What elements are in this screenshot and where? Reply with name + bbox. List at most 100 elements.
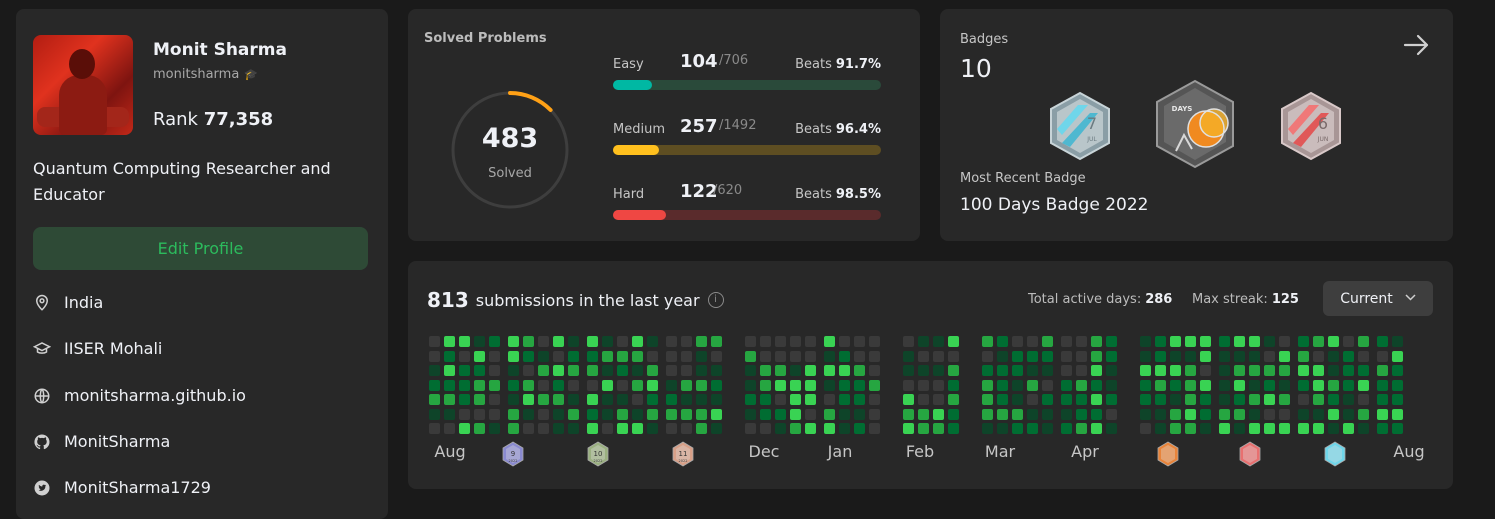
heatmap-cell[interactable] bbox=[1012, 408, 1023, 420]
heatmap-cell[interactable] bbox=[1358, 350, 1369, 362]
heatmap-cell[interactable] bbox=[745, 365, 756, 376]
heatmap-cell[interactable] bbox=[587, 394, 598, 405]
heatmap-cell[interactable] bbox=[933, 394, 944, 405]
heatmap-cell[interactable] bbox=[918, 423, 929, 434]
heatmap-cell[interactable] bbox=[1358, 423, 1369, 434]
heatmap-cell[interactable] bbox=[839, 394, 850, 405]
heatmap-cell[interactable] bbox=[903, 350, 914, 362]
heatmap-cell[interactable] bbox=[790, 350, 801, 362]
heatmap-cell[interactable] bbox=[489, 379, 500, 391]
heatmap-cell[interactable] bbox=[1106, 365, 1117, 376]
heatmap-cell[interactable] bbox=[933, 423, 944, 434]
heatmap-cell[interactable] bbox=[647, 394, 658, 405]
heatmap-cell[interactable] bbox=[553, 365, 564, 376]
website-link[interactable]: monitsharma.github.io bbox=[64, 386, 246, 405]
heatmap-cell[interactable] bbox=[1377, 394, 1388, 405]
heatmap-cell[interactable] bbox=[775, 394, 786, 405]
heatmap-cell[interactable] bbox=[1185, 379, 1196, 391]
heatmap-cell[interactable] bbox=[617, 336, 628, 347]
heatmap-cell[interactable] bbox=[1328, 408, 1339, 420]
heatmap-cell[interactable] bbox=[760, 336, 771, 347]
heatmap-cell[interactable] bbox=[1392, 394, 1403, 405]
heatmap-cell[interactable] bbox=[508, 336, 519, 347]
heatmap-cell[interactable] bbox=[1185, 423, 1196, 434]
heatmap-cell[interactable] bbox=[760, 379, 771, 391]
heatmap-cell[interactable] bbox=[1076, 379, 1087, 391]
heatmap-cell[interactable] bbox=[711, 408, 722, 420]
heatmap-cell[interactable] bbox=[1313, 365, 1324, 376]
heatmap-cell[interactable] bbox=[790, 365, 801, 376]
heatmap-cell[interactable] bbox=[1358, 394, 1369, 405]
heatmap-cell[interactable] bbox=[474, 350, 485, 362]
heatmap-cell[interactable] bbox=[1328, 336, 1339, 347]
heatmap-cell[interactable] bbox=[1106, 423, 1117, 434]
heatmap-cell[interactable] bbox=[508, 394, 519, 405]
heatmap-cell[interactable] bbox=[1298, 365, 1309, 376]
heatmap-cell[interactable] bbox=[587, 423, 598, 434]
heatmap-cell[interactable] bbox=[1358, 379, 1369, 391]
heatmap-cell[interactable] bbox=[839, 408, 850, 420]
heatmap-cell[interactable] bbox=[1377, 379, 1388, 391]
heatmap-cell[interactable] bbox=[681, 336, 692, 347]
heatmap-cell[interactable] bbox=[1328, 394, 1339, 405]
heatmap-cell[interactable] bbox=[523, 336, 534, 347]
heatmap-cell[interactable] bbox=[948, 336, 959, 347]
heatmap-cell[interactable] bbox=[1076, 408, 1087, 420]
heatmap-cell[interactable] bbox=[760, 365, 771, 376]
heatmap-cell[interactable] bbox=[587, 408, 598, 420]
heatmap-cell[interactable] bbox=[745, 408, 756, 420]
heatmap-cell[interactable] bbox=[1042, 423, 1053, 434]
heatmap-cell[interactable] bbox=[1234, 350, 1245, 362]
heatmap-cell[interactable] bbox=[1328, 365, 1339, 376]
heatmap-cell[interactable] bbox=[681, 350, 692, 362]
heatmap-cell[interactable] bbox=[824, 379, 835, 391]
heatmap-cell[interactable] bbox=[538, 336, 549, 347]
heatmap-cell[interactable] bbox=[1279, 379, 1290, 391]
heatmap-cell[interactable] bbox=[839, 336, 850, 347]
heatmap-cell[interactable] bbox=[538, 423, 549, 434]
heatmap-cell[interactable] bbox=[474, 336, 485, 347]
heatmap-cell[interactable] bbox=[459, 336, 470, 347]
heatmap-cell[interactable] bbox=[568, 408, 579, 420]
heatmap-cell[interactable] bbox=[1392, 379, 1403, 391]
heatmap-cell[interactable] bbox=[696, 423, 707, 434]
heatmap-cell[interactable] bbox=[587, 350, 598, 362]
heatmap-cell[interactable] bbox=[1155, 379, 1166, 391]
heatmap-cell[interactable] bbox=[681, 408, 692, 420]
month-badge-icon[interactable] bbox=[1324, 441, 1346, 467]
heatmap-cell[interactable] bbox=[948, 350, 959, 362]
heatmap-cell[interactable] bbox=[1313, 423, 1324, 434]
heatmap-cell[interactable] bbox=[617, 365, 628, 376]
heatmap-cell[interactable] bbox=[1358, 336, 1369, 347]
heatmap-cell[interactable] bbox=[982, 336, 993, 347]
heatmap-cell[interactable] bbox=[1012, 336, 1023, 347]
heatmap-cell[interactable] bbox=[602, 408, 613, 420]
heatmap-cell[interactable] bbox=[1234, 336, 1245, 347]
heatmap-cell[interactable] bbox=[681, 394, 692, 405]
heatmap-cell[interactable] bbox=[711, 336, 722, 347]
heatmap-cell[interactable] bbox=[1140, 365, 1151, 376]
heatmap-cell[interactable] bbox=[489, 408, 500, 420]
heatmap-cell[interactable] bbox=[854, 350, 865, 362]
heatmap-cell[interactable] bbox=[632, 394, 643, 405]
heatmap-cell[interactable] bbox=[617, 394, 628, 405]
heatmap-cell[interactable] bbox=[1264, 408, 1275, 420]
heatmap-cell[interactable] bbox=[1076, 423, 1087, 434]
heatmap-cell[interactable] bbox=[775, 365, 786, 376]
heatmap-cell[interactable] bbox=[568, 379, 579, 391]
heatmap-cell[interactable] bbox=[1298, 336, 1309, 347]
heatmap-cell[interactable] bbox=[444, 350, 455, 362]
twitter-link[interactable]: MonitSharma1729 bbox=[64, 478, 211, 497]
heatmap-cell[interactable] bbox=[1185, 350, 1196, 362]
heatmap-cell[interactable] bbox=[933, 336, 944, 347]
heatmap-cell[interactable] bbox=[1249, 394, 1260, 405]
heatmap-cell[interactable] bbox=[1185, 336, 1196, 347]
heatmap-cell[interactable] bbox=[1343, 408, 1354, 420]
heatmap-cell[interactable] bbox=[1377, 336, 1388, 347]
heatmap-cell[interactable] bbox=[1219, 423, 1230, 434]
heatmap-cell[interactable] bbox=[854, 423, 865, 434]
heatmap-cell[interactable] bbox=[696, 336, 707, 347]
heatmap-cell[interactable] bbox=[903, 423, 914, 434]
heatmap-cell[interactable] bbox=[1279, 423, 1290, 434]
heatmap-cell[interactable] bbox=[474, 365, 485, 376]
